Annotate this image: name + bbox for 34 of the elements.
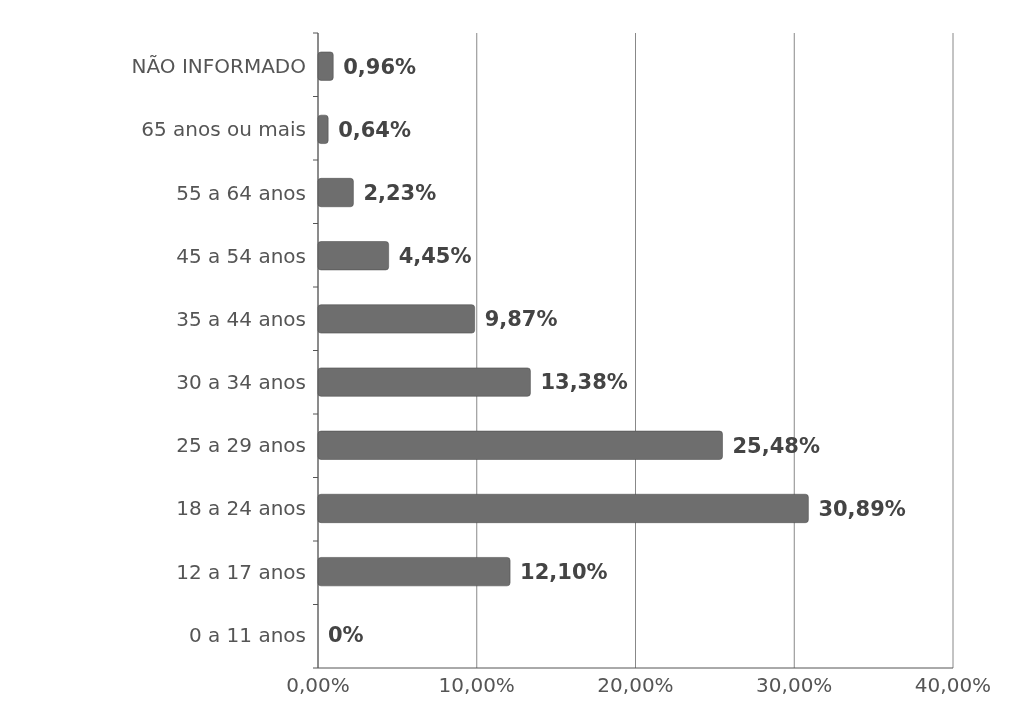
y-tick-label: NÃO INFORMADO (131, 54, 306, 79)
x-tick-label: 0,00% (286, 673, 350, 697)
data-label: 12,10% (520, 559, 608, 584)
bar (317, 178, 354, 208)
y-tick-label: 55 a 64 anos (176, 180, 306, 205)
data-label: 4,45% (398, 244, 472, 269)
y-tick-label: 0 a 11 anos (188, 622, 306, 647)
y-tick-label: 30 a 34 anos (176, 370, 306, 395)
bar (317, 241, 389, 271)
y-tick-label: 35 a 44 anos (176, 306, 306, 331)
bar (317, 557, 511, 587)
x-tick-label: 20,00% (597, 673, 674, 697)
bar (317, 51, 334, 81)
data-label: 0% (328, 623, 364, 648)
bar (317, 367, 531, 397)
y-tick-label: 18 a 24 anos (176, 496, 306, 521)
data-label: 9,87% (484, 307, 558, 332)
data-label: 25,48% (732, 433, 820, 458)
bar (317, 430, 723, 460)
y-tick-label: 65 anos ou mais (141, 117, 306, 142)
data-label: 30,89% (818, 496, 906, 521)
data-label: 13,38% (540, 370, 628, 395)
bar (317, 114, 329, 144)
data-label: 0,96% (343, 54, 417, 79)
bar (317, 304, 475, 334)
y-tick-label: 45 a 54 anos (176, 243, 306, 268)
x-tick-label: 10,00% (438, 673, 515, 697)
y-tick-label: 25 a 29 anos (176, 433, 306, 458)
bar (317, 493, 809, 523)
data-label: 0,64% (338, 117, 412, 142)
x-tick-label: 40,00% (914, 673, 992, 697)
y-tick-label: 12 a 17 anos (176, 559, 306, 584)
data-label: 2,23% (363, 180, 437, 205)
x-tick-label: 30,00% (756, 673, 833, 697)
